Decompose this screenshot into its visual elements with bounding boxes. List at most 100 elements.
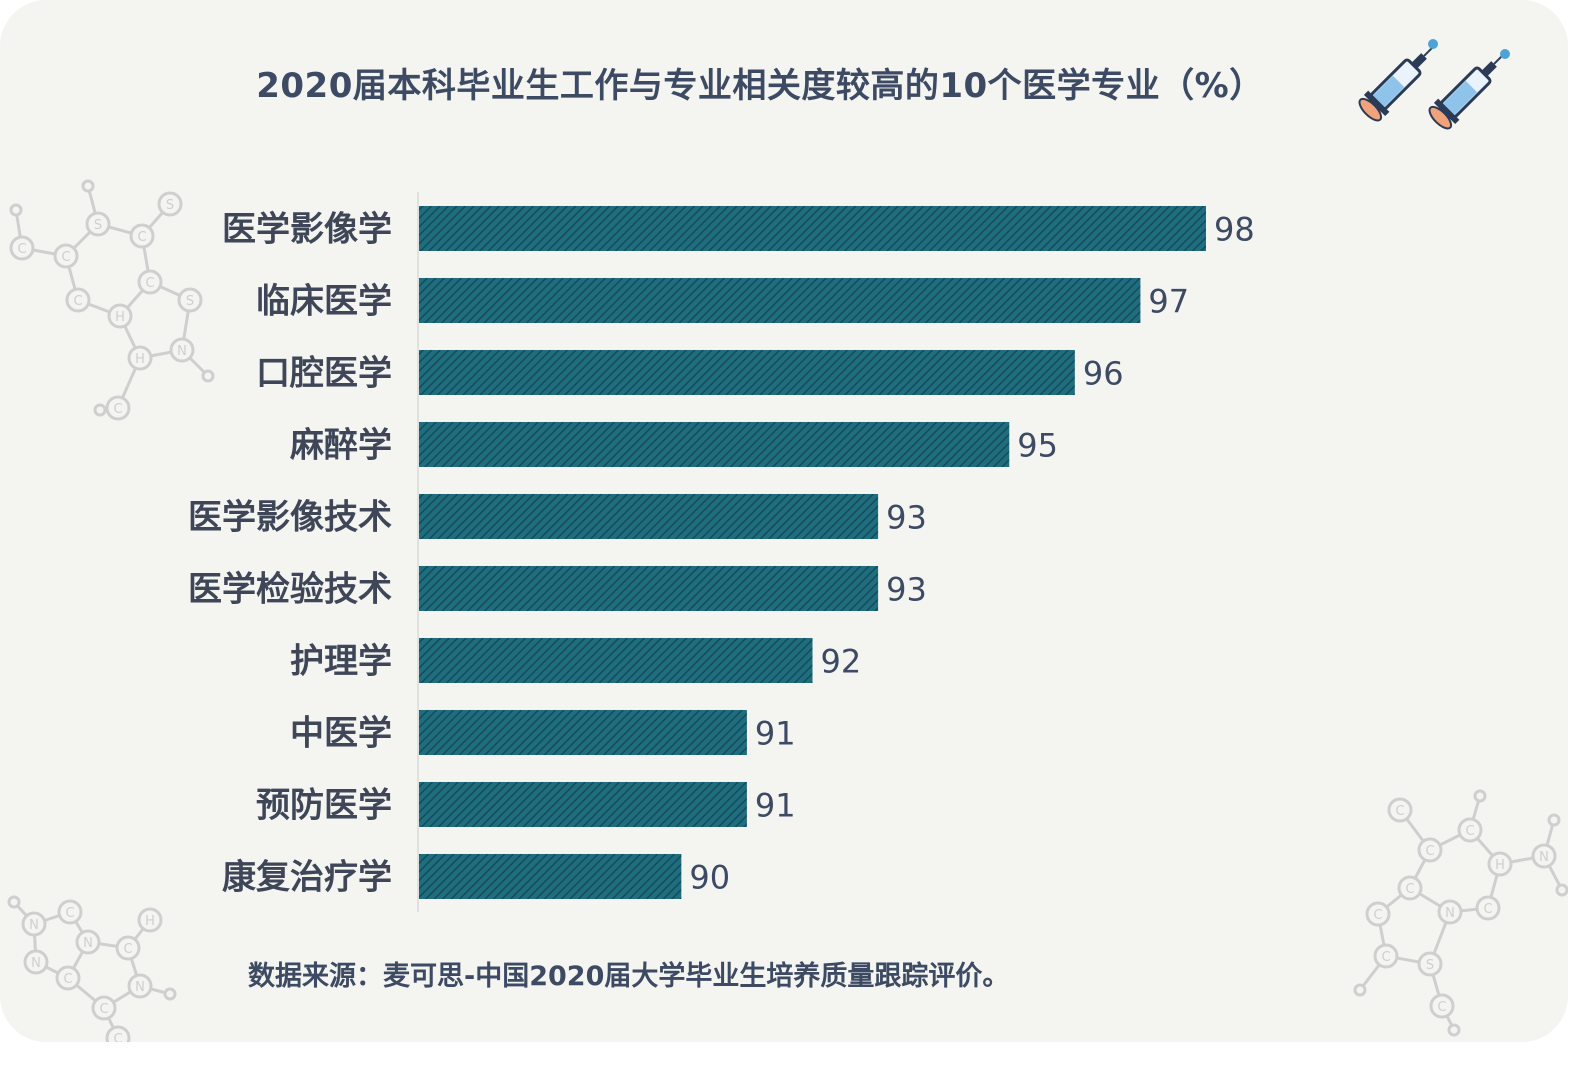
molecule-atom xyxy=(137,269,163,295)
molecule-atom xyxy=(105,395,131,421)
value-label: 97 xyxy=(1148,283,1189,321)
molecule-atom xyxy=(1417,951,1443,977)
molecule-atom xyxy=(163,987,177,1001)
molecule-atom xyxy=(1387,797,1413,823)
molecule-atom-letter: C xyxy=(1405,882,1414,897)
molecule-atom xyxy=(91,995,117,1021)
molecule-atom-letter: C xyxy=(99,1002,108,1017)
bar-chart: 医学影像学 98 临床医学 97 口腔医学 96 麻醉学 95 医学影像技术 93 医学检验技术 93… xyxy=(188,192,1255,912)
category-label: 中医学 xyxy=(290,714,392,754)
molecule-atom-letter: H xyxy=(145,914,155,929)
molecule-atom-letter: S xyxy=(94,218,102,233)
molecule-atom-letter: C xyxy=(17,242,26,257)
molecule-atom xyxy=(85,211,111,237)
value-label: 90 xyxy=(689,859,730,897)
molecule-atom xyxy=(9,203,23,217)
molecule-atom xyxy=(1447,1023,1461,1037)
molecule-decoration-bottom-right: C C C H N C N C C C S C xyxy=(1353,789,1568,1037)
molecule-atom xyxy=(81,179,95,193)
molecule-atom xyxy=(201,369,215,383)
value-label: 98 xyxy=(1214,211,1255,249)
molecule-atom xyxy=(1473,789,1487,803)
molecule-atom xyxy=(57,899,83,925)
category-label: 医学影像学 xyxy=(222,210,392,250)
bar xyxy=(419,206,1206,251)
molecule-atom xyxy=(1475,895,1501,921)
category-label: 口腔医学 xyxy=(256,354,392,394)
molecule-atom xyxy=(53,243,79,269)
molecule-atom-letter: C xyxy=(1437,1000,1446,1015)
molecule-atom-letter: C xyxy=(1381,950,1390,965)
molecule-atom-letter: N xyxy=(1539,850,1549,865)
molecule-atom-letter: N xyxy=(31,956,41,971)
value-label: 96 xyxy=(1083,355,1124,393)
molecule-atom xyxy=(1547,813,1561,827)
molecule-atom xyxy=(1531,843,1557,869)
molecule-atom xyxy=(1437,899,1463,925)
molecule-atom-letter: N xyxy=(177,344,187,359)
molecule-atom-letter: C xyxy=(61,250,70,265)
syringe-icon xyxy=(1358,39,1438,122)
molecule-atom-letter: C xyxy=(113,402,122,417)
molecule-atom xyxy=(157,191,183,217)
molecule-atom xyxy=(75,929,101,955)
molecule-atom xyxy=(127,345,153,371)
value-label: 92 xyxy=(821,643,862,681)
molecule-atom xyxy=(1555,883,1568,897)
molecule-atom-letter: C xyxy=(113,1032,122,1042)
bar xyxy=(419,278,1141,323)
molecule-atom xyxy=(7,895,21,909)
molecule-atom-letter: C xyxy=(1465,824,1474,839)
molecule-atom xyxy=(1429,993,1455,1019)
molecule-atom xyxy=(55,965,81,991)
molecule-atom-letter: S xyxy=(186,294,194,309)
molecule-atom-letter: C xyxy=(1373,908,1382,923)
category-label: 康复治疗学 xyxy=(222,858,392,898)
molecule-atom xyxy=(105,1025,131,1042)
molecule-atom xyxy=(23,949,49,975)
molecule-atom-letter: N xyxy=(29,918,39,933)
molecule-decoration-top-left: C C S C S C H C S H N C xyxy=(9,179,215,421)
molecule-atom-letter: C xyxy=(1395,804,1404,819)
bar xyxy=(419,566,879,611)
molecule-atom xyxy=(1417,837,1443,863)
molecule-atom-letter: H xyxy=(135,352,145,367)
value-label: 91 xyxy=(755,715,796,753)
molecule-atom xyxy=(1353,983,1367,997)
molecule-atom-letter: C xyxy=(1425,844,1434,859)
molecule-atom xyxy=(169,337,195,363)
molecule-atom xyxy=(1365,901,1391,927)
molecule-atom xyxy=(1397,875,1423,901)
value-label: 95 xyxy=(1017,427,1058,465)
molecule-atom-letter: N xyxy=(1445,906,1455,921)
molecule-atom-letter: C xyxy=(73,294,82,309)
syringe-icon xyxy=(1428,49,1510,130)
data-source-note: 数据来源：麦可思-中国2020届大学毕业生培养质量跟踪评价。 xyxy=(248,961,1010,992)
molecule-atom-letter: C xyxy=(63,972,72,987)
bar xyxy=(419,782,747,827)
category-label: 临床医学 xyxy=(256,282,392,322)
molecule-atom-letter: C xyxy=(65,906,74,921)
bar xyxy=(419,494,879,539)
molecule-atom xyxy=(127,973,153,999)
molecule-atom xyxy=(1457,817,1483,843)
value-label: 91 xyxy=(755,787,796,825)
molecule-atom-letter: N xyxy=(135,980,145,995)
molecule-atom-letter: N xyxy=(83,936,93,951)
molecule-atom xyxy=(21,911,47,937)
molecule-atom xyxy=(137,907,163,933)
molecule-atom-letter: H xyxy=(115,310,125,325)
category-label: 护理学 xyxy=(290,642,392,682)
molecule-atom xyxy=(93,403,107,417)
bar xyxy=(419,350,1075,395)
molecule-atom-letter: S xyxy=(1426,958,1434,973)
molecule-atom xyxy=(65,287,91,313)
value-label: 93 xyxy=(886,499,927,537)
category-label: 医学检验技术 xyxy=(188,570,392,610)
bar xyxy=(419,638,813,683)
chart-title: 2020届本科毕业生工作与专业相关度较高的10个医学专业（%） xyxy=(256,66,1264,106)
molecule-atom xyxy=(115,935,141,961)
bar xyxy=(419,854,682,899)
